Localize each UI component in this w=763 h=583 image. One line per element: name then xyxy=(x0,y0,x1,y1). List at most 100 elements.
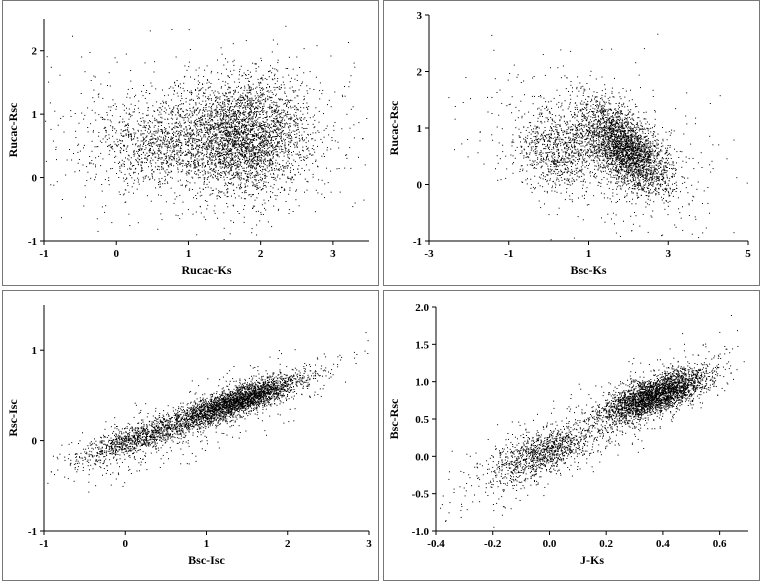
scatter-point xyxy=(190,143,192,145)
scatter-point xyxy=(206,79,208,81)
scatter-point xyxy=(197,170,199,172)
scatter-point xyxy=(152,137,154,139)
scatter-point xyxy=(274,147,276,149)
scatter-point xyxy=(156,138,158,140)
scatter-point xyxy=(140,130,142,132)
scatter-point xyxy=(105,131,107,133)
scatter-point xyxy=(231,154,233,155)
scatter-point xyxy=(235,115,237,116)
scatter-point xyxy=(171,156,173,157)
scatter-point xyxy=(225,143,227,145)
scatter-point xyxy=(212,155,214,157)
scatter-point xyxy=(98,135,100,137)
scatter-point xyxy=(173,202,175,204)
scatter-point xyxy=(208,128,210,130)
scatter-point xyxy=(270,159,272,161)
scatter-point xyxy=(215,162,217,164)
scatter-point xyxy=(264,175,265,177)
scatter-point xyxy=(248,114,250,116)
scatter-point xyxy=(220,134,222,136)
scatter-point xyxy=(217,143,219,145)
scatter-point xyxy=(210,143,212,145)
scatter-point xyxy=(157,159,159,161)
scatter-point xyxy=(229,140,230,141)
scatter-point xyxy=(220,122,222,123)
scatter-point xyxy=(244,98,246,100)
scatter-point xyxy=(234,112,236,114)
scatter-point xyxy=(220,167,222,169)
scatter-point xyxy=(252,125,253,127)
scatter-point xyxy=(199,123,201,125)
scatter-point xyxy=(270,100,272,101)
scatter-point xyxy=(226,203,228,204)
scatter-point xyxy=(210,174,212,176)
scatter-point xyxy=(190,158,192,160)
scatter-point xyxy=(105,127,107,129)
scatter-point xyxy=(144,154,146,156)
scatter-point xyxy=(116,144,117,146)
scatter-point xyxy=(218,113,220,115)
scatter-point xyxy=(252,134,254,136)
scatter-point xyxy=(240,104,242,106)
scatter-point xyxy=(137,146,139,148)
scatter-point xyxy=(293,143,295,145)
scatter-point xyxy=(191,92,193,94)
scatter-point xyxy=(226,139,228,141)
scatter-point xyxy=(260,82,262,84)
scatter-point xyxy=(269,132,271,134)
scatter-point xyxy=(238,74,240,76)
scatter-point xyxy=(256,173,258,175)
scatter-point xyxy=(127,168,129,170)
scatter-point xyxy=(255,149,257,151)
scatter-point xyxy=(284,124,286,126)
scatter-point xyxy=(221,152,223,154)
scatter-point xyxy=(198,93,200,95)
scatter-point xyxy=(184,75,186,77)
scatter-point xyxy=(234,110,236,112)
scatter-point xyxy=(286,136,288,138)
scatter-point xyxy=(170,111,172,113)
scatter-point xyxy=(244,129,246,131)
scatter-point xyxy=(298,89,300,91)
scatter-point xyxy=(263,134,265,136)
scatter-point xyxy=(267,160,269,162)
scatter-point xyxy=(60,117,62,119)
scatter-point xyxy=(172,143,174,145)
scatter-point xyxy=(295,129,297,131)
scatter-point xyxy=(120,147,122,149)
scatter-point xyxy=(222,126,224,128)
scatter-point xyxy=(256,185,258,187)
scatter-point xyxy=(262,214,264,215)
scatter-point xyxy=(277,120,279,122)
scatter-point xyxy=(152,141,154,143)
scatter-point xyxy=(200,104,202,105)
scatter-point xyxy=(224,103,226,105)
scatter-point xyxy=(573,124,575,126)
scatter-point xyxy=(197,145,199,147)
scatter-point xyxy=(236,166,238,168)
scatter-point xyxy=(194,134,196,136)
scatter-point xyxy=(181,130,183,132)
scatter-point xyxy=(278,168,280,170)
scatter-point xyxy=(282,165,284,167)
scatter-point xyxy=(254,185,256,187)
scatter-point xyxy=(287,111,289,113)
scatter-point xyxy=(127,158,129,160)
scatter-point xyxy=(151,165,152,167)
scatter-point xyxy=(238,131,240,133)
scatter-point xyxy=(166,140,168,142)
scatter-point xyxy=(220,163,222,165)
scatter-point xyxy=(189,49,191,50)
scatter-point xyxy=(172,109,174,111)
scatter-point xyxy=(280,136,282,138)
scatter-point xyxy=(267,123,269,125)
scatter-point xyxy=(330,170,332,172)
scatter-point xyxy=(269,86,270,87)
scatter-point xyxy=(205,143,207,145)
scatter-point xyxy=(203,144,205,145)
scatter-point xyxy=(648,170,649,172)
scatter-point xyxy=(237,163,239,165)
scatter-point xyxy=(256,170,258,172)
scatter-point xyxy=(296,133,298,135)
scatter-point xyxy=(245,143,247,144)
